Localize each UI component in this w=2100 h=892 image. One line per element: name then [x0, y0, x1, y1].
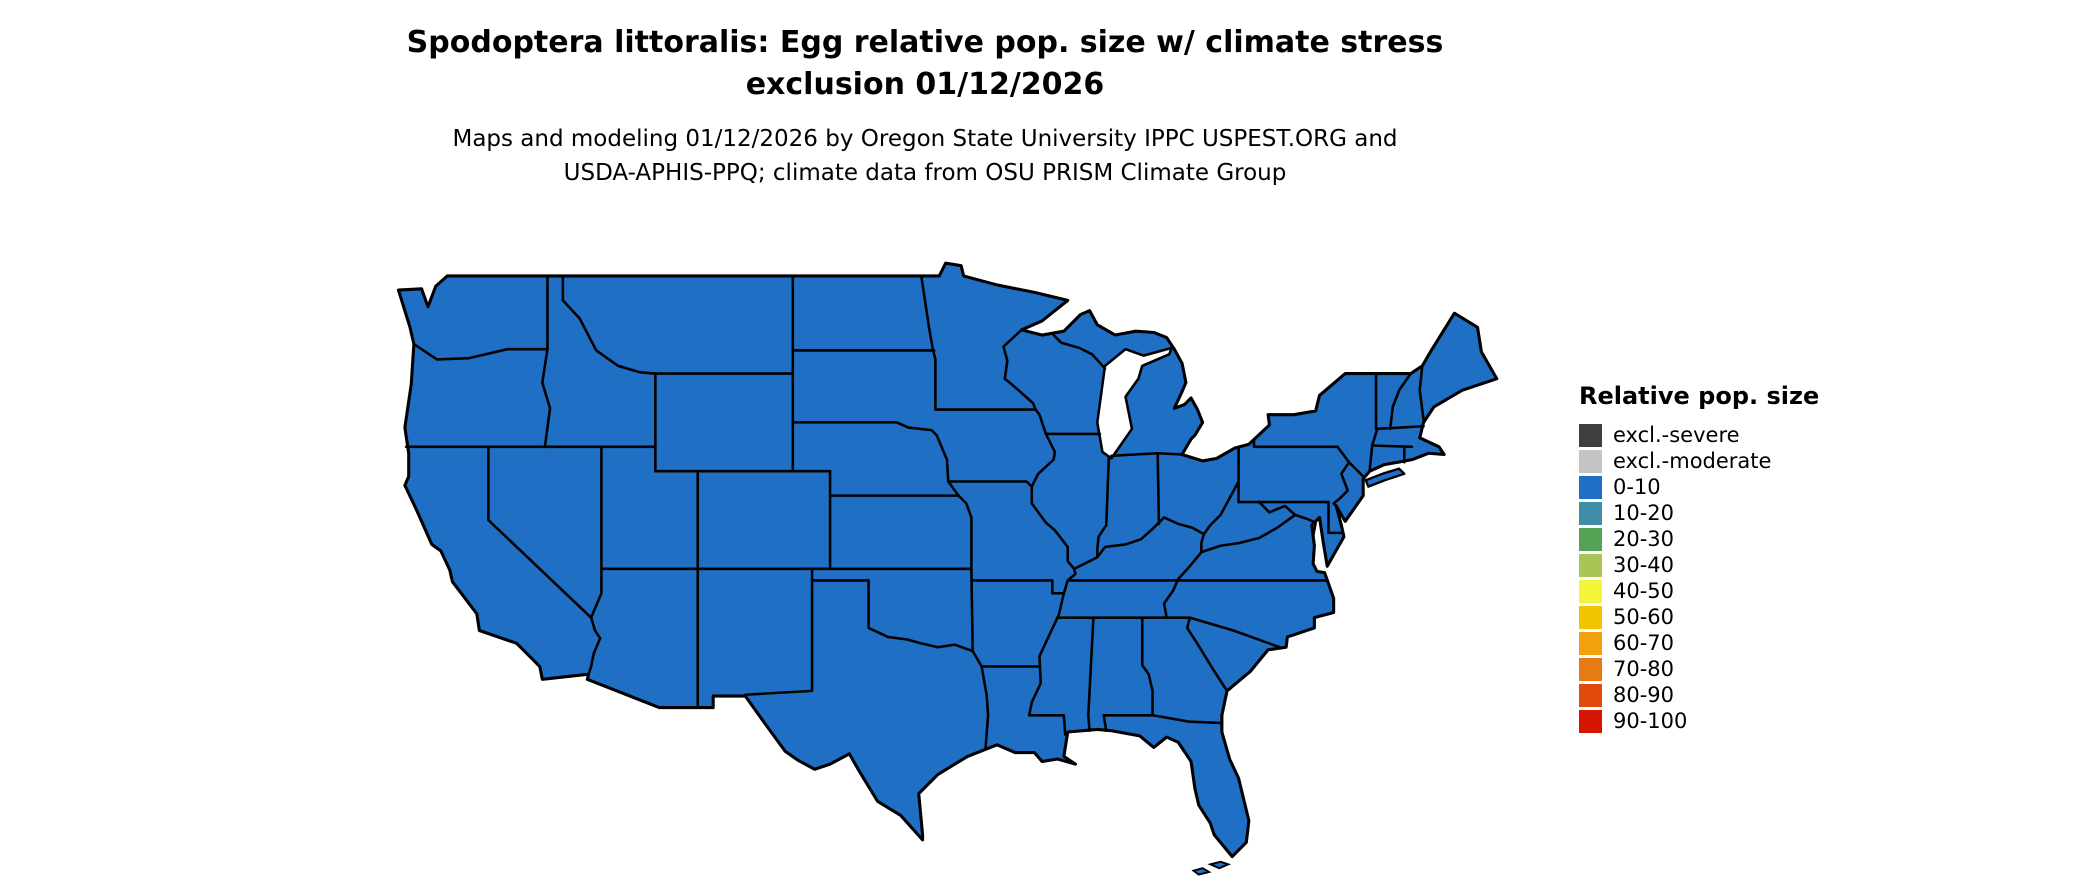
legend-swatch [1579, 631, 1602, 655]
border-al-ga [1140, 616, 1154, 717]
long-island [1364, 467, 1406, 488]
border-ca-az-colorado-river [587, 616, 602, 676]
border-ms-al [1087, 616, 1095, 732]
legend-item: 50-60 [1579, 604, 1819, 630]
border-red-river-tx-ok-nm [744, 579, 974, 697]
legend-item: 10-20 [1579, 500, 1819, 526]
legend-label: excl.-severe [1613, 423, 1740, 447]
legend-item: 80-90 [1579, 682, 1819, 708]
legend-item: 0-10 [1579, 474, 1819, 500]
border-id-mt [561, 274, 657, 375]
legend-title: Relative pop. size [1579, 382, 1820, 410]
border-nc-sc [1188, 616, 1281, 649]
legend-item: 60-70 [1579, 630, 1819, 656]
border-ia-mo [946, 480, 1034, 488]
border-wi-mi [1052, 333, 1107, 370]
legend-swatch [1579, 423, 1602, 447]
us-map [300, 222, 1540, 890]
legend-swatch [1579, 579, 1602, 603]
legend-label: 0-10 [1613, 475, 1661, 499]
legend-items: excl.-severe excl.-moderate 0-10 10-20 20-30… [1579, 422, 1819, 734]
border-ma-south [1370, 444, 1414, 449]
border-fl-north [1102, 714, 1224, 732]
legend-label: 60-70 [1613, 631, 1675, 655]
legend-swatch [1579, 605, 1602, 629]
border-ny-ma [1370, 427, 1379, 447]
subtitle-line-2: USDA-APHIS-PPQ; climate data from OSU PR… [563, 160, 1287, 186]
border-mo-ar-bootheel [970, 579, 1066, 595]
border-nh-me [1418, 364, 1425, 422]
legend-item: 20-30 [1579, 526, 1819, 552]
border-ca-nv [487, 445, 593, 619]
border-ky-wv [1200, 532, 1206, 554]
border-in-oh [1156, 451, 1161, 526]
legend-swatch [1579, 709, 1602, 733]
border-va-wv [1200, 513, 1297, 554]
border-missouri-river-ks-mo-ok-ar [935, 433, 983, 668]
legend: Relative pop. size excl.-severe excl.-mod… [1579, 382, 1819, 734]
border-ma-north [1376, 424, 1425, 431]
border-ct-ny [1368, 444, 1374, 473]
state-borders [404, 274, 1425, 750]
border-tx-la [980, 665, 990, 750]
legend-swatch [1579, 449, 1602, 473]
legend-label: 80-90 [1613, 683, 1675, 707]
subtitle-line-1: Maps and modeling 01/12/2026 by Oregon S… [452, 126, 1398, 152]
legend-swatch [1579, 501, 1602, 525]
legend-label: 30-40 [1613, 553, 1675, 577]
border-il-in [1095, 455, 1111, 559]
legend-label: excl.-moderate [1613, 449, 1772, 473]
title-line-1: Spodoptera littoralis: Egg relative pop.… [406, 25, 1444, 60]
legend-label: 90-100 [1613, 709, 1688, 733]
legend-label: 20-30 [1613, 527, 1675, 551]
legend-label: 70-80 [1613, 657, 1675, 681]
legend-item: 70-80 [1579, 656, 1819, 682]
border-wa-or [412, 342, 549, 361]
florida-keys [1191, 867, 1212, 876]
border-sd-ne [791, 421, 938, 437]
figure-subtitle: Maps and modeling 01/12/2026 by Oregon S… [0, 122, 1850, 190]
florida-keys [1207, 860, 1232, 870]
border-wv-oh-river [1202, 480, 1240, 536]
border-id-west [541, 274, 552, 449]
border-pa-ny [1252, 437, 1339, 449]
legend-swatch [1579, 683, 1602, 707]
legend-item: 30-40 [1579, 552, 1819, 578]
border-ga-sc [1185, 616, 1229, 693]
legend-item: 40-50 [1579, 578, 1819, 604]
border-nv-az [589, 567, 603, 619]
conus-outline [396, 261, 1499, 859]
border-mn-west [920, 274, 1037, 411]
legend-swatch [1579, 553, 1602, 577]
legend-label: 10-20 [1613, 501, 1675, 525]
legend-swatch [1579, 475, 1602, 499]
border-potomac-md-va [1257, 500, 1317, 548]
figure-title: Spodoptera littoralis: Egg relative pop.… [0, 22, 1850, 106]
border-nc-tn [1162, 577, 1180, 619]
border-ky-va [1176, 550, 1203, 581]
lake-michigan [1095, 346, 1174, 460]
us-map-svg [396, 261, 1499, 876]
border-ny-nj [1347, 460, 1365, 478]
legend-label: 50-60 [1613, 605, 1675, 629]
border-de-md [1327, 500, 1344, 535]
legend-swatch [1579, 657, 1602, 681]
legend-item: 90-100 [1579, 708, 1819, 734]
legend-swatch [1579, 527, 1602, 551]
border-vt-nh [1388, 372, 1413, 431]
border-ms-la [1027, 714, 1067, 736]
legend-item: excl.-moderate [1579, 448, 1819, 474]
legend-label: 40-50 [1613, 579, 1675, 603]
border-ohio-river [1072, 516, 1206, 571]
title-line-2: exclusion 01/12/2026 [745, 67, 1105, 102]
legend-item: excl.-severe [1579, 422, 1819, 448]
figure-header: Spodoptera littoralis: Egg relative pop.… [0, 22, 1850, 190]
